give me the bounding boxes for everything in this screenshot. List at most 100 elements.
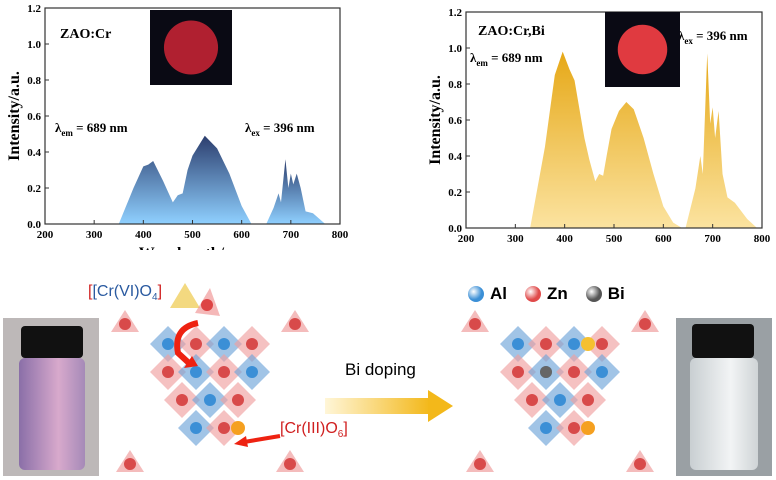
zn-atom [218, 422, 230, 434]
y-tick-label: 0.6 [448, 115, 462, 127]
zn-atom [176, 394, 188, 406]
luminescence-disk [163, 20, 219, 75]
spectrum-area-excitation [118, 135, 252, 224]
legend-item-zn: Zn [525, 284, 568, 304]
al-atom [596, 366, 608, 378]
al-atom [568, 338, 580, 350]
lambda-ex-annotation: λex = 396 nm [678, 28, 748, 46]
y-axis-label: Intensity/a.u. [6, 71, 23, 161]
chart-zao-cr-bi: 200 300 400 500 600 700 800 0.0 0.2 0.4 0.6 0.8 1.0 1… [427, 7, 771, 250]
spectrum-area-emission [266, 159, 326, 224]
cr6-tetrahedron-icon [170, 283, 220, 316]
cr3-label: [Cr(III)O6] [280, 420, 348, 441]
y-axis-label: Intensity/a.u. [427, 75, 444, 165]
x-tick-label: 300 [86, 229, 103, 241]
zn-atom [582, 394, 594, 406]
x-tick-label: 200 [37, 229, 54, 241]
zn-atom [526, 394, 538, 406]
x-tick-label: 400 [135, 229, 152, 241]
legend-item-bi: Bi [585, 284, 625, 304]
y-tick-label: 1.2 [448, 7, 462, 19]
zn-atom [568, 366, 580, 378]
zn-atom [246, 338, 258, 350]
sample-label: ZAO:Cr,Bi [478, 24, 545, 39]
zn-atom [512, 366, 524, 378]
cr-glow [581, 337, 595, 351]
y-tick-label: 0.4 [448, 151, 462, 163]
migration-arrow-icon [174, 320, 199, 368]
bi-doping-arrow-icon [325, 390, 453, 422]
al-atom [554, 394, 566, 406]
zn-atom [162, 366, 174, 378]
cr3-site [231, 421, 245, 435]
x-tick-label: 600 [655, 233, 672, 245]
zn-atom [232, 394, 244, 406]
y-tick-label: 1.2 [27, 3, 41, 15]
y-tick-label: 0.2 [27, 183, 41, 195]
x-tick-label: 600 [233, 229, 250, 241]
zn-atom-icon [525, 286, 541, 302]
vial-photo-right [676, 318, 772, 476]
al-atom [540, 422, 552, 434]
spectrum-area-emission [685, 53, 758, 229]
al-atom [190, 366, 202, 378]
legend-item-al: Al [468, 284, 507, 304]
x-tick-label: 300 [507, 233, 524, 245]
y-tick-label: 1.0 [27, 39, 41, 51]
x-axis-label: Wavelength/nm [139, 245, 247, 250]
spectrum-area-excitation [530, 51, 683, 228]
x-tick-label: 500 [184, 229, 201, 241]
zn-atom [474, 458, 486, 470]
cr6-label: [[Cr(VI)O4] [88, 283, 163, 304]
y-tick-label: 0.2 [448, 187, 462, 199]
al-atom [246, 366, 258, 378]
y-tick-label: 0.8 [27, 75, 41, 87]
zn-atom [119, 318, 131, 330]
x-tick-label: 200 [458, 233, 475, 245]
bi-doping-label: Bi doping [345, 360, 416, 379]
al-atom-icon [468, 286, 484, 302]
vial-photo-left [3, 318, 99, 476]
al-atom [218, 338, 230, 350]
y-tick-label: 1.0 [448, 43, 462, 55]
lambda-em-annotation: λem = 689 nm [470, 50, 543, 68]
bi-atom-icon [585, 286, 602, 302]
bi-atom [540, 366, 552, 378]
zn-atom [639, 318, 651, 330]
crystal-structure-zao-cr-bi [461, 310, 659, 472]
zn-atom [634, 458, 646, 470]
zn-atom [218, 366, 230, 378]
legend-label: Zn [547, 284, 568, 303]
lambda-ex-annotation: λex = 396 nm [245, 120, 315, 138]
cr3-pointer-arrow-icon [234, 434, 281, 447]
element-legend: Al Zn Bi [468, 284, 625, 304]
y-tick-label: 0.4 [27, 147, 41, 159]
al-atom [162, 338, 174, 350]
zn-atom [568, 422, 580, 434]
zn-atom [596, 338, 608, 350]
cr3-site [581, 421, 595, 435]
x-tick-label: 700 [704, 233, 721, 245]
al-atom [204, 394, 216, 406]
y-tick-label: 0.0 [27, 219, 41, 231]
zn-atom [284, 458, 296, 470]
x-tick-label: 800 [332, 229, 349, 241]
x-tick-label: 500 [606, 233, 623, 245]
lambda-em-annotation: λem = 689 nm [55, 120, 128, 138]
zn-atom [289, 318, 301, 330]
al-atom [512, 338, 524, 350]
x-tick-label: 400 [556, 233, 573, 245]
x-tick-label: 800 [754, 233, 771, 245]
legend-label: Al [490, 284, 507, 303]
x-tick-label: 700 [283, 229, 300, 241]
y-tick-label: 0.6 [27, 111, 41, 123]
zn-atom [540, 338, 552, 350]
crystal-structure-zao-cr [111, 310, 309, 472]
zn-atom [124, 458, 136, 470]
sample-label: ZAO:Cr [60, 27, 111, 42]
y-tick-label: 0.0 [448, 223, 462, 235]
zn-atom [469, 318, 481, 330]
chart-zao-cr: 200 300 400 500 600 700 800 0.0 0.2 0.4 0.6 0.8 1.0 1… [6, 3, 349, 250]
y-tick-label: 0.8 [448, 79, 462, 91]
al-atom [190, 422, 202, 434]
